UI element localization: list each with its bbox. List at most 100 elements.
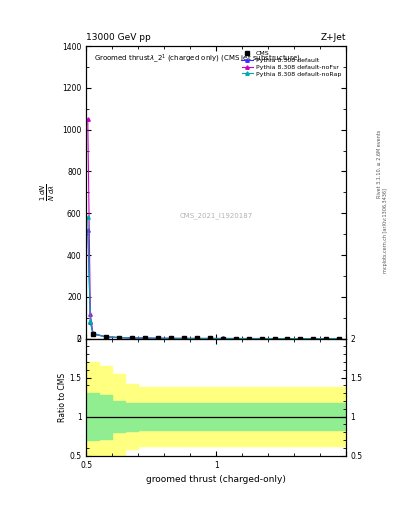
Pythia 8.308 default <box>220 335 225 342</box>
CMS <box>298 335 303 342</box>
Pythia 8.308 default-noRap <box>104 334 108 340</box>
Pythia 8.308 default-noFsr <box>324 335 329 342</box>
CMS <box>195 335 199 342</box>
Text: Z+Jet: Z+Jet <box>320 33 346 41</box>
Pythia 8.308 default-noFsr <box>90 330 95 336</box>
CMS <box>129 335 134 341</box>
Pythia 8.308 default-noRap <box>208 335 212 342</box>
Pythia 8.308 default-noFsr <box>169 335 173 342</box>
CMS <box>324 335 329 342</box>
Pythia 8.308 default-noFsr <box>156 335 160 342</box>
Text: Groomed thrust$\lambda\_2^1$ (charged only) (CMS jet substructure): Groomed thrust$\lambda\_2^1$ (charged on… <box>94 52 301 65</box>
Pythia 8.308 default-noFsr <box>195 335 199 342</box>
Pythia 8.308 default-noRap <box>90 331 95 337</box>
Pythia 8.308 default-noRap <box>246 335 251 342</box>
Pythia 8.308 default-noFsr <box>220 335 225 342</box>
Pythia 8.308 default <box>85 227 90 233</box>
CMS <box>156 335 160 342</box>
Pythia 8.308 default-noRap <box>182 335 186 342</box>
CMS <box>337 335 342 342</box>
Pythia 8.308 default-noRap <box>169 335 173 342</box>
Pythia 8.308 default-noRap <box>195 335 199 342</box>
Pythia 8.308 default-noRap <box>220 335 225 342</box>
Pythia 8.308 default-noRap <box>298 335 303 342</box>
Line: Pythia 8.308 default-noRap: Pythia 8.308 default-noRap <box>86 216 341 340</box>
Pythia 8.308 default-noFsr <box>129 335 134 341</box>
Pythia 8.308 default-noFsr <box>116 334 121 340</box>
CMS <box>182 335 186 342</box>
Pythia 8.308 default-noRap <box>142 335 147 341</box>
Line: Pythia 8.308 default: Pythia 8.308 default <box>86 228 341 340</box>
Pythia 8.308 default-noRap <box>156 335 160 342</box>
CMS <box>90 331 95 337</box>
Pythia 8.308 default <box>324 335 329 342</box>
Legend: CMS, Pythia 8.308 default, Pythia 8.308 default-noFsr, Pythia 8.308 default-noRa: CMS, Pythia 8.308 default, Pythia 8.308 … <box>239 48 344 79</box>
Pythia 8.308 default-noFsr <box>285 335 290 342</box>
Pythia 8.308 default <box>272 335 277 342</box>
Line: Pythia 8.308 default-noFsr: Pythia 8.308 default-noFsr <box>86 117 341 340</box>
Pythia 8.308 default-noFsr <box>233 335 238 342</box>
Pythia 8.308 default <box>142 335 147 342</box>
Pythia 8.308 default-noRap <box>129 335 134 341</box>
CMS <box>272 335 277 342</box>
Pythia 8.308 default-noRap <box>259 335 264 342</box>
Pythia 8.308 default <box>233 335 238 342</box>
Pythia 8.308 default-noFsr <box>272 335 277 342</box>
Pythia 8.308 default-noFsr <box>259 335 264 342</box>
CMS <box>208 335 212 342</box>
CMS <box>116 334 121 340</box>
Text: CMS_2021_I1920187: CMS_2021_I1920187 <box>180 212 253 219</box>
Pythia 8.308 default-noRap <box>337 335 342 342</box>
CMS <box>246 335 251 342</box>
CMS <box>259 335 264 342</box>
Pythia 8.308 default <box>298 335 303 342</box>
Pythia 8.308 default-noRap <box>116 334 121 340</box>
Pythia 8.308 default <box>90 331 95 337</box>
Pythia 8.308 default <box>337 335 342 342</box>
Pythia 8.308 default <box>246 335 251 342</box>
Pythia 8.308 default <box>169 335 173 342</box>
Pythia 8.308 default <box>259 335 264 342</box>
Text: mcplots.cern.ch [arXiv:1306.3436]: mcplots.cern.ch [arXiv:1306.3436] <box>384 188 388 273</box>
Pythia 8.308 default <box>104 334 108 340</box>
Pythia 8.308 default-noRap <box>88 318 93 324</box>
Pythia 8.308 default-noFsr <box>208 335 212 342</box>
Text: 13000 GeV pp: 13000 GeV pp <box>86 33 151 41</box>
CMS <box>104 334 108 340</box>
Pythia 8.308 default-noFsr <box>311 335 316 342</box>
Pythia 8.308 default-noRap <box>233 335 238 342</box>
Y-axis label: $\frac{1}{N}\frac{dN}{d\lambda}$: $\frac{1}{N}\frac{dN}{d\lambda}$ <box>39 183 57 201</box>
Pythia 8.308 default-noFsr <box>337 335 342 342</box>
Pythia 8.308 default-noRap <box>85 215 90 221</box>
Pythia 8.308 default <box>88 319 93 325</box>
Pythia 8.308 default <box>285 335 290 342</box>
Pythia 8.308 default-noFsr <box>298 335 303 342</box>
CMS <box>285 335 290 342</box>
Pythia 8.308 default-noFsr <box>246 335 251 342</box>
CMS <box>233 335 238 342</box>
Text: Rivet 3.1.10, ≥ 2.6M events: Rivet 3.1.10, ≥ 2.6M events <box>377 130 382 198</box>
Pythia 8.308 default-noRap <box>324 335 329 342</box>
Pythia 8.308 default <box>311 335 316 342</box>
Pythia 8.308 default-noRap <box>311 335 316 342</box>
Pythia 8.308 default <box>156 335 160 342</box>
Pythia 8.308 default-noFsr <box>182 335 186 342</box>
Pythia 8.308 default <box>208 335 212 342</box>
CMS <box>220 335 225 342</box>
Pythia 8.308 default-noFsr <box>85 116 90 122</box>
X-axis label: groomed thrust (charged-only): groomed thrust (charged-only) <box>146 475 286 484</box>
Y-axis label: Ratio to CMS: Ratio to CMS <box>58 373 67 422</box>
Pythia 8.308 default <box>182 335 186 342</box>
Pythia 8.308 default-noFsr <box>88 310 93 316</box>
Pythia 8.308 default-noRap <box>285 335 290 342</box>
Pythia 8.308 default <box>116 334 121 340</box>
Pythia 8.308 default-noFsr <box>142 335 147 341</box>
CMS <box>169 335 173 342</box>
Pythia 8.308 default <box>129 335 134 341</box>
CMS <box>142 335 147 342</box>
Pythia 8.308 default <box>195 335 199 342</box>
Line: CMS: CMS <box>91 333 341 340</box>
Pythia 8.308 default-noFsr <box>104 334 108 340</box>
Pythia 8.308 default-noRap <box>272 335 277 342</box>
CMS <box>311 335 316 342</box>
